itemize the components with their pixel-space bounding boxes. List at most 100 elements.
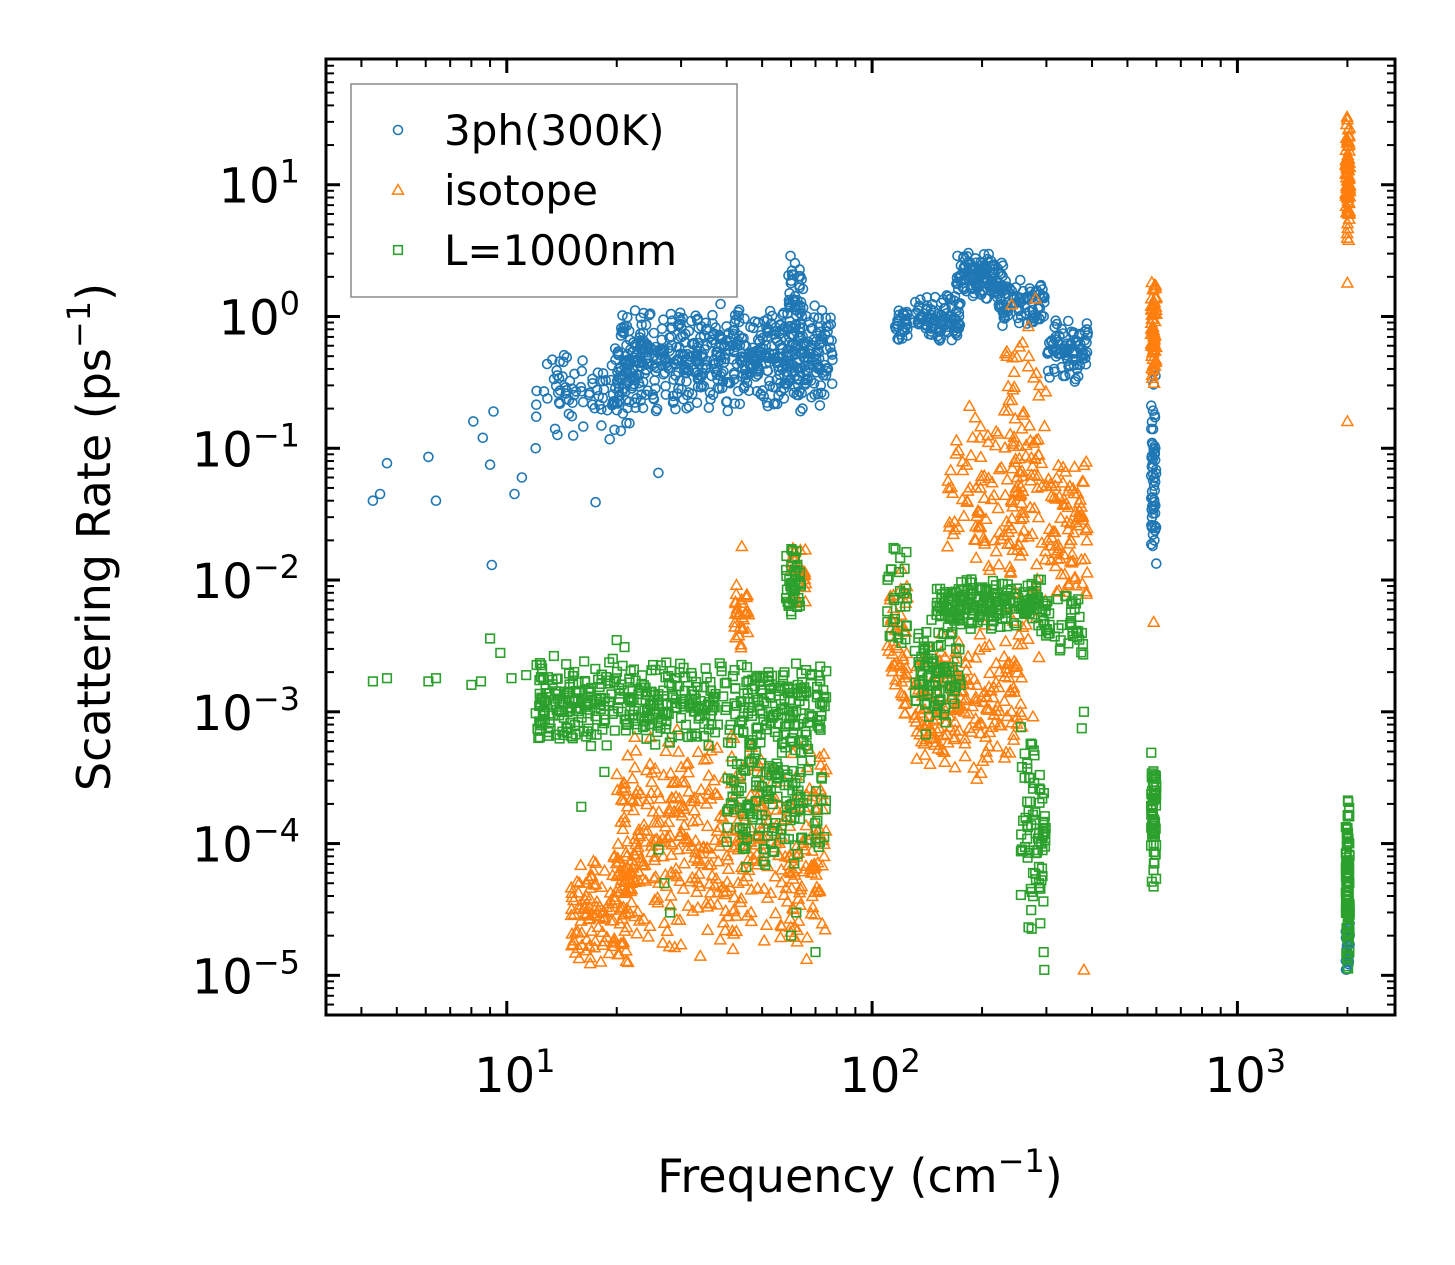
triangle-point: [898, 670, 912, 683]
square-point: [991, 595, 1002, 607]
square-point: [954, 600, 965, 612]
square-point: [661, 657, 672, 668]
triangle-point: [894, 664, 908, 677]
triangle-point: [623, 865, 637, 878]
square-point: [664, 737, 675, 748]
triangle-point: [976, 530, 991, 543]
square-point: [763, 667, 774, 678]
triangle-point: [577, 900, 591, 913]
circle-point: [827, 354, 838, 366]
triangle-point: [700, 819, 715, 832]
square-point: [954, 674, 965, 686]
circle-point: [668, 374, 679, 385]
circle-point: [729, 309, 741, 321]
square-point: [772, 731, 783, 742]
square-point: [739, 843, 750, 855]
circle-point: [768, 349, 779, 360]
circle-point: [666, 339, 678, 351]
circle-point: [658, 314, 669, 326]
triangle-point: [687, 794, 701, 807]
square-point: [944, 667, 955, 678]
x-tick-label: 103: [1205, 1042, 1286, 1104]
triangle-point: [614, 900, 629, 913]
triangle-point: [914, 734, 929, 747]
triangle-point: [1031, 432, 1046, 445]
triangle-point: [887, 657, 901, 670]
triangle-point: [697, 752, 712, 765]
square-point: [930, 676, 941, 687]
triangle-point: [999, 514, 1014, 527]
square-point: [495, 647, 506, 658]
circle-point: [530, 442, 542, 454]
square-point: [1148, 846, 1159, 857]
triangle-point: [670, 869, 684, 882]
triangle-point: [1147, 355, 1162, 368]
square-point: [772, 768, 784, 779]
triangle-point: [963, 480, 977, 493]
circle-point: [826, 347, 837, 359]
square-point: [926, 653, 937, 664]
square-point: [987, 575, 998, 586]
triangle-point: [969, 550, 983, 563]
circle-point: [816, 331, 828, 343]
triangle-point: [1079, 584, 1093, 597]
triangle-point: [1000, 665, 1014, 678]
triangle-point: [700, 923, 715, 936]
square-point: [556, 706, 567, 718]
y-tick-label: 10−5: [192, 943, 300, 1005]
square-point: [1023, 806, 1034, 817]
square-point: [896, 637, 907, 649]
circle-point: [1069, 376, 1081, 387]
square-point: [794, 813, 805, 824]
circle-point: [1149, 535, 1160, 546]
triangle-point: [708, 786, 723, 799]
circle-point: [938, 311, 949, 323]
square-point: [751, 729, 762, 740]
circle-point: [577, 421, 589, 432]
square-point: [913, 656, 924, 668]
triangle-point: [790, 923, 805, 935]
triangle-point: [985, 720, 999, 733]
square-point: [997, 592, 1008, 603]
triangle-point: [647, 871, 661, 884]
triangle-point: [976, 754, 990, 767]
square-point: [1340, 889, 1352, 900]
circle-point: [778, 393, 790, 404]
triangle-point: [583, 950, 598, 963]
triangle-point: [1075, 576, 1090, 589]
square-point: [594, 681, 605, 693]
triangle-point: [774, 875, 789, 888]
triangle-point: [567, 893, 581, 906]
triangle-point: [893, 657, 908, 670]
triangle-point: [959, 663, 974, 676]
triangle-point: [967, 760, 981, 773]
triangle-point: [723, 880, 737, 893]
triangle-point: [1003, 685, 1017, 698]
square-point: [814, 722, 825, 733]
circle-point: [937, 294, 949, 305]
triangle-point: [1001, 403, 1015, 416]
square-point: [986, 598, 997, 610]
circle-point: [716, 382, 728, 394]
circle-point: [590, 496, 601, 508]
square-point: [789, 812, 800, 823]
triangle-point: [997, 649, 1011, 662]
triangle-point: [942, 515, 957, 528]
square-point: [1035, 918, 1046, 929]
square-point: [531, 659, 542, 671]
triangle-point: [981, 559, 996, 572]
square-point: [620, 725, 631, 736]
square-point: [709, 702, 720, 713]
triangle-point: [889, 638, 903, 651]
circle-point: [704, 387, 716, 398]
square-point: [1016, 844, 1027, 855]
triangle-point: [709, 871, 723, 884]
y-tick-label: 10−4: [192, 812, 300, 874]
circle-point: [914, 300, 925, 312]
square-point: [1340, 898, 1352, 909]
circle-point: [745, 363, 756, 374]
circle-point: [655, 346, 667, 358]
triangle-point: [759, 918, 774, 931]
triangle-point: [973, 627, 987, 640]
square-point: [628, 693, 639, 705]
